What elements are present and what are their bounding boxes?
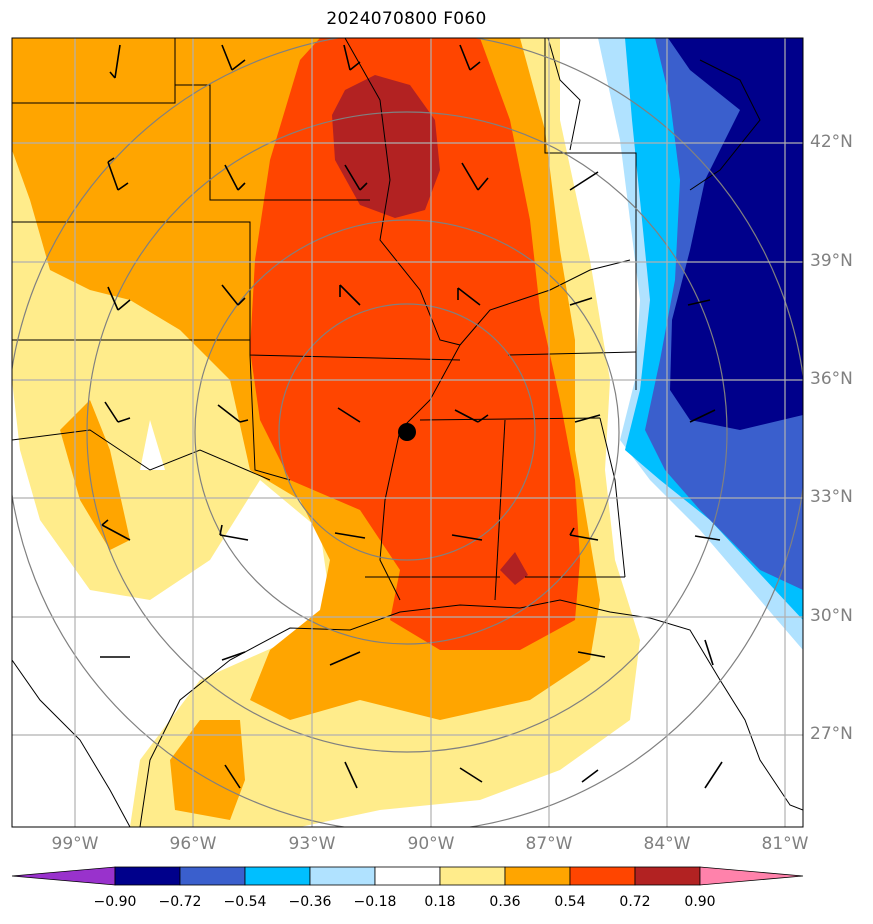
lon-label-84w: 84°W bbox=[643, 834, 691, 854]
map-title: 2024070800 F060 bbox=[326, 9, 487, 29]
station-dot-marker bbox=[398, 423, 416, 441]
colorbar-tick: 0.54 bbox=[554, 894, 586, 910]
wind-barbs bbox=[100, 44, 723, 789]
lat-label-42n: 42°N bbox=[810, 132, 853, 152]
colorbar bbox=[11, 866, 804, 886]
lat-label-36n: 36°N bbox=[810, 369, 853, 389]
lon-label-81w: 81°W bbox=[761, 834, 809, 854]
colorbar-tick: −0.72 bbox=[158, 894, 202, 910]
colorbar-tick: −0.54 bbox=[223, 894, 267, 910]
colorbar-tick: 0.72 bbox=[619, 894, 651, 910]
colorbar-low-extend bbox=[11, 866, 116, 886]
colorbar-tick: −0.90 bbox=[93, 894, 137, 910]
lon-label-96w: 96°W bbox=[169, 834, 217, 854]
grid-and-rings bbox=[12, 38, 803, 827]
lat-label-33n: 33°N bbox=[810, 487, 853, 507]
lon-label-87w: 87°W bbox=[525, 834, 573, 854]
lon-label-93w: 93°W bbox=[288, 834, 336, 854]
colorbar-tick: 0.90 bbox=[684, 894, 716, 910]
map-border bbox=[11, 37, 804, 828]
colorbar-tick: −0.18 bbox=[353, 894, 397, 910]
lat-label-39n: 39°N bbox=[810, 251, 853, 271]
lon-label-99w: 99°W bbox=[51, 834, 99, 854]
colorbar-tick: −0.36 bbox=[288, 894, 332, 910]
lat-label-27n: 27°N bbox=[810, 724, 853, 744]
lon-label-90w: 90°W bbox=[407, 834, 455, 854]
colorbar-tick: 0.36 bbox=[489, 894, 521, 910]
lat-label-30n: 30°N bbox=[810, 606, 853, 626]
colorbar-tick: 0.18 bbox=[424, 894, 456, 910]
colorbar-high-extend bbox=[699, 866, 804, 886]
